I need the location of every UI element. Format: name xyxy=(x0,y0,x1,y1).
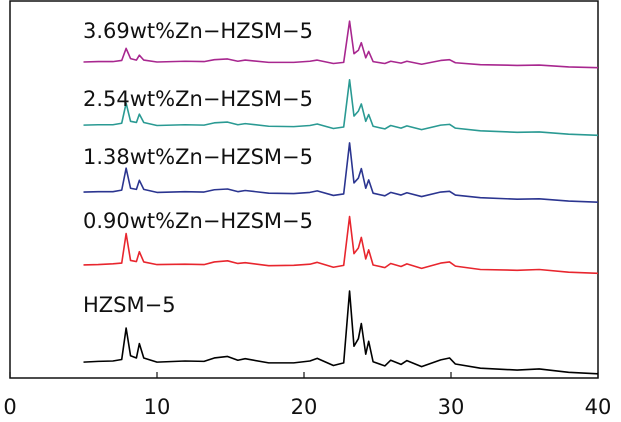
x-tick-label: 30 xyxy=(438,395,465,419)
plot-frame xyxy=(9,0,599,379)
x-tick-label: 40 xyxy=(585,395,612,419)
series-label: 3.69wt%Zn−HZSM−5 xyxy=(83,19,313,43)
series-label: 1.38wt%Zn−HZSM−5 xyxy=(83,145,313,169)
series-label: 2.54wt%Zn−HZSM−5 xyxy=(83,87,313,111)
trace xyxy=(83,290,599,375)
x-tick-label: 0 xyxy=(3,395,16,419)
trace xyxy=(83,215,599,275)
x-tick-label: 20 xyxy=(291,395,318,419)
trace xyxy=(83,78,599,137)
x-tick-label: 10 xyxy=(144,395,171,419)
trace xyxy=(83,142,599,204)
series-label: HZSM−5 xyxy=(83,293,176,317)
trace xyxy=(83,20,599,69)
series-label: 0.90wt%Zn−HZSM−5 xyxy=(83,209,313,233)
